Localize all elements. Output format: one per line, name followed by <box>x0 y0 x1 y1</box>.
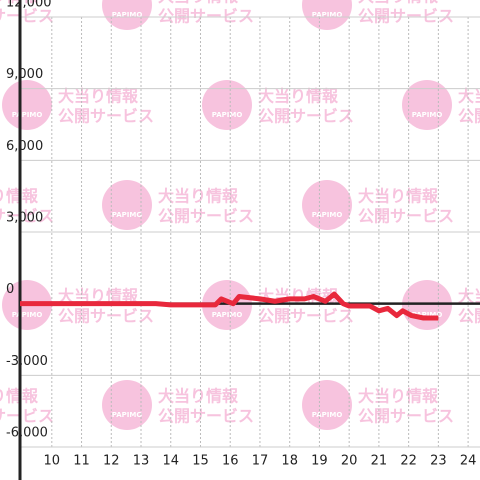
watermark-text: 公開サービス <box>158 207 254 226</box>
watermark-logo <box>302 380 352 430</box>
y-tick-label: 3,000 <box>6 211 43 226</box>
watermark-logo-text: PAPIMO <box>312 11 343 19</box>
y-tick-label: -6,000 <box>6 426 48 441</box>
watermark-logo-text: PAPIMO <box>12 311 43 319</box>
watermark-text: 大当り情報 <box>358 387 439 406</box>
watermark-text: 大当り情報 <box>158 0 239 6</box>
watermark-logo <box>202 280 252 330</box>
watermark-logo <box>202 80 252 130</box>
x-tick-label: 12 <box>103 454 120 469</box>
x-tick-label: 23 <box>430 454 447 469</box>
watermark-text: 公開サービス <box>458 307 480 326</box>
x-tick-label: 22 <box>400 454 417 469</box>
watermark-logo <box>402 280 452 330</box>
y-tick-label: 12,000 <box>6 0 52 11</box>
watermark-text: 大当り情報 <box>258 87 339 106</box>
watermark-text: 大当り情報 <box>358 0 439 6</box>
x-tick-label: 20 <box>341 454 358 469</box>
watermark-text: 公開サービス <box>358 7 454 26</box>
x-tick-label: 13 <box>133 454 150 469</box>
watermark-text: 大当り情報 <box>358 187 439 206</box>
watermark-logo-text: PAPIMO <box>112 11 143 19</box>
y-tick-label: -3,000 <box>6 354 48 369</box>
x-tick-label: 11 <box>73 454 90 469</box>
watermark-logo <box>2 80 52 130</box>
y-tick-label: 9,000 <box>6 67 43 82</box>
watermark-text: 公開サービス <box>258 107 354 126</box>
watermark-text: 公開サービス <box>0 7 54 26</box>
watermark-text: 公開サービス <box>0 207 54 226</box>
watermark-text: 公開サービス <box>0 407 54 426</box>
watermark-text: 公開サービス <box>358 407 454 426</box>
watermark-logo <box>102 0 152 30</box>
watermark-text: 公開サービス <box>58 307 154 326</box>
watermark-text: 大当り情報 <box>58 287 139 306</box>
watermark-logo <box>302 180 352 230</box>
watermark-logo-text: PAPIMO <box>12 111 43 119</box>
watermark-logo-text: PAPIMO <box>312 211 343 219</box>
watermark-text: 大当り情報 <box>458 87 480 106</box>
y-tick-label: 6,000 <box>6 139 43 154</box>
watermark-text: 大当り情報 <box>158 187 239 206</box>
watermark: PAPIMO大当り情報公開サービスPAPIMO大当り情報公開サービスPAPIMO… <box>0 0 480 430</box>
x-tick-label: 24 <box>460 454 477 469</box>
watermark-logo-text: PAPIMO <box>412 311 443 319</box>
x-tick-label: 17 <box>252 454 269 469</box>
x-tick-label: 10 <box>44 454 61 469</box>
watermark-logo <box>102 180 152 230</box>
watermark-text: 公開サービス <box>58 107 154 126</box>
x-tick-label: 18 <box>281 454 298 469</box>
watermark-text: 公開サービス <box>158 7 254 26</box>
watermark-logo-text: PAPIMO <box>412 111 443 119</box>
watermark-text: 大当り情報 <box>158 387 239 406</box>
watermark-logo-text: PAPIMO <box>112 211 143 219</box>
watermark-logo-text: PAPIMO <box>312 411 343 419</box>
watermark-logo <box>402 80 452 130</box>
watermark-text: 公開サービス <box>158 407 254 426</box>
watermark-text: 大当り情報 <box>58 87 139 106</box>
x-tick-label: 21 <box>371 454 388 469</box>
watermark-text: 公開サービス <box>258 307 354 326</box>
watermark-text: 公開サービス <box>358 207 454 226</box>
watermark-logo-text: PAPIMO <box>112 411 143 419</box>
grid <box>20 16 480 448</box>
watermark-text: 公開サービス <box>458 107 480 126</box>
y-tick-label: 0 <box>6 282 14 297</box>
data-line <box>20 291 439 321</box>
x-tick-label: 14 <box>162 454 179 469</box>
x-tick-label: 19 <box>311 454 328 469</box>
x-tick-label: 16 <box>222 454 239 469</box>
watermark-logo <box>302 0 352 30</box>
watermark-logo-text: PAPIMO <box>212 311 243 319</box>
watermark-text: 大当り情報 <box>458 287 480 306</box>
watermark-logo <box>102 380 152 430</box>
watermark-logo-text: PAPIMO <box>212 111 243 119</box>
x-tick-label: 15 <box>192 454 209 469</box>
